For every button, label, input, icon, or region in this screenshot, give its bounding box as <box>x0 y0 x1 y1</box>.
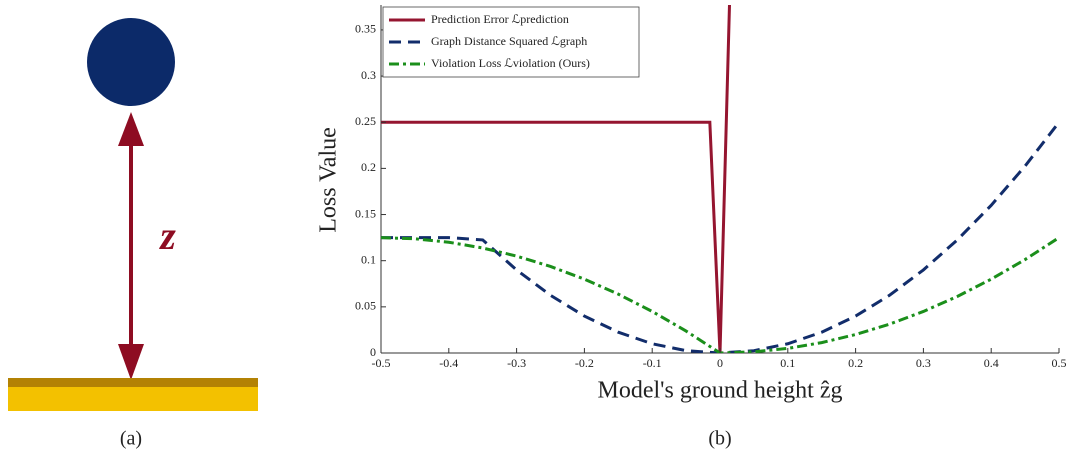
x-tick-label: -0.1 <box>643 356 662 370</box>
x-tick-label: 0 <box>717 356 723 370</box>
y-tick-label: 0.25 <box>355 114 376 128</box>
x-tick-label: 0.2 <box>848 356 863 370</box>
y-tick-label: 0.15 <box>355 206 376 220</box>
y-axis-label: Loss Value <box>316 127 342 233</box>
y-tick-label: 0.2 <box>361 160 376 174</box>
arrow-head-down <box>118 344 144 380</box>
x-tick-label: 0.4 <box>984 356 999 370</box>
y-tick-label: 0 <box>370 345 376 359</box>
y-tick-label: 0.1 <box>361 252 376 266</box>
x-tick-label: -0.5 <box>372 356 391 370</box>
series-line <box>381 236 1059 353</box>
x-tick-label: -0.3 <box>507 356 526 370</box>
legend-label: Prediction Error ℒprediction <box>431 12 569 26</box>
ground <box>8 387 258 411</box>
plot-area <box>381 5 1059 353</box>
arrow-head-up <box>118 112 144 146</box>
x-tick-label: 0.5 <box>1052 356 1067 370</box>
legend-label: Graph Distance Squared ℒgraph <box>431 34 587 48</box>
x-tick-label: 0.3 <box>916 356 931 370</box>
x-axis-label: Model's ground height ẑg <box>598 378 843 404</box>
y-tick-label: 0.05 <box>355 299 376 313</box>
ground-top <box>8 378 258 387</box>
caption: (b) <box>708 428 731 450</box>
caption: (a) <box>120 428 142 450</box>
x-tick-label: -0.4 <box>439 356 458 370</box>
legend-label: Violation Loss ℒviolation (Ours) <box>431 56 590 70</box>
series-line <box>381 5 731 353</box>
ball <box>87 18 175 106</box>
x-tick-label: 0.1 <box>780 356 795 370</box>
y-tick-label: 0.35 <box>355 22 376 36</box>
y-tick-label: 0.3 <box>361 68 376 82</box>
height-symbol: z <box>158 213 176 258</box>
legend-box <box>382 6 640 78</box>
x-tick-label: -0.2 <box>575 356 594 370</box>
